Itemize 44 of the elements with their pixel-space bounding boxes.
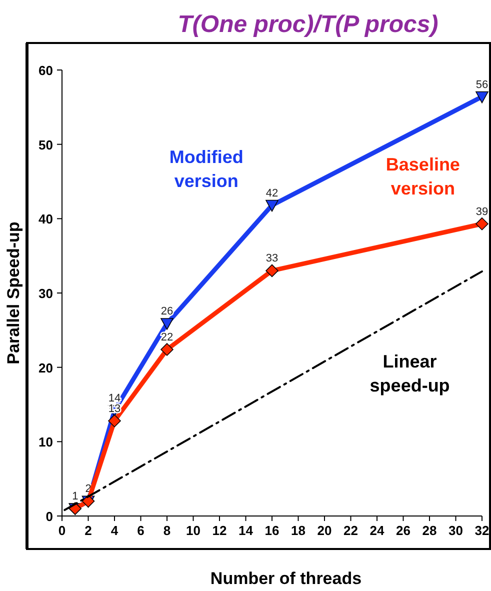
x-tick-label: 26 (396, 523, 410, 538)
point (266, 264, 278, 278)
point (476, 217, 488, 230)
x-tick-label: 10 (186, 523, 200, 538)
y-tick-label: 20 (38, 360, 53, 376)
x-tick-label: 8 (163, 523, 171, 538)
x-tick-label: 24 (370, 523, 385, 538)
y-tick-label: 40 (38, 212, 53, 227)
x-tick-label: 20 (317, 523, 332, 538)
x-tick-label: 28 (422, 523, 437, 538)
x-tick-label: 14 (238, 523, 254, 538)
chart-title: T(One proc)/T(P procs) (178, 11, 438, 38)
series-label: Linear speed-up (370, 351, 450, 396)
point (160, 318, 174, 330)
series-label: Modified version (169, 146, 244, 191)
data-label: 1 (72, 490, 78, 503)
data-label: 42 (266, 187, 278, 200)
y-axis-title: Parallel Speed-up (4, 222, 23, 364)
x-tick-label: 22 (344, 523, 358, 538)
series-label: Baseline version (386, 154, 460, 198)
y-tick-label: 30 (38, 286, 53, 301)
x-tick-label: 16 (264, 523, 280, 538)
y-tick-label: 10 (38, 434, 53, 450)
y-tick-label: 0 (46, 509, 53, 524)
x-tick-label: 2 (84, 523, 92, 538)
data-label: 26 (160, 305, 174, 318)
data-label: 22 (160, 331, 174, 344)
x-tick-label: 0 (58, 523, 66, 538)
x-tick-label: 32 (474, 523, 490, 538)
x-tick-label: 18 (291, 523, 306, 538)
y-tick-label: 60 (38, 63, 53, 78)
y-tick-label: 50 (38, 137, 53, 152)
x-tick-label: 4 (110, 523, 119, 538)
point (108, 414, 121, 428)
x-tick-label: 12 (212, 523, 227, 538)
point (266, 200, 278, 212)
data-label: 33 (266, 252, 278, 265)
x-axis-title: Number of threads (210, 569, 362, 588)
point (160, 343, 174, 356)
x-tick-label: 6 (137, 523, 144, 538)
data-label: 39 (476, 206, 488, 218)
data-label: 56 (476, 78, 488, 91)
point (476, 91, 488, 104)
x-tick-label: 30 (448, 523, 463, 538)
